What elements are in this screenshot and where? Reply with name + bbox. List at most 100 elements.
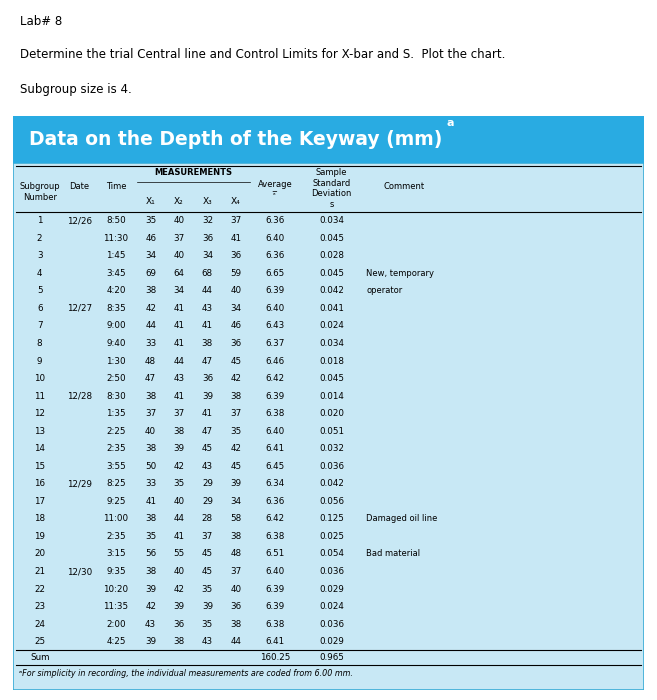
Text: 0.034: 0.034 — [319, 216, 344, 225]
Text: 45: 45 — [230, 356, 241, 365]
Text: X₁: X₁ — [146, 197, 156, 206]
Text: 43: 43 — [202, 637, 213, 646]
Text: 39: 39 — [173, 602, 185, 611]
Text: 38: 38 — [145, 444, 156, 453]
FancyBboxPatch shape — [13, 163, 644, 690]
Text: New, temporary: New, temporary — [367, 269, 434, 278]
Text: 37: 37 — [230, 410, 241, 418]
Text: 45: 45 — [202, 567, 213, 576]
Text: 0.965: 0.965 — [319, 653, 344, 662]
Text: 12/28: 12/28 — [67, 391, 92, 400]
Text: 4:20: 4:20 — [106, 286, 125, 295]
Text: 10: 10 — [34, 374, 45, 383]
Text: 69: 69 — [145, 269, 156, 278]
Text: 35: 35 — [145, 216, 156, 225]
Text: 47: 47 — [202, 427, 213, 435]
Text: 23: 23 — [34, 602, 45, 611]
Text: 2:25: 2:25 — [106, 427, 125, 435]
Text: 9:40: 9:40 — [106, 339, 125, 348]
Text: 16: 16 — [34, 480, 45, 489]
Text: 58: 58 — [230, 514, 241, 524]
Text: 6.40: 6.40 — [265, 304, 284, 313]
Text: 0.018: 0.018 — [319, 356, 344, 365]
Text: 6.40: 6.40 — [265, 567, 284, 576]
Text: 0.029: 0.029 — [319, 637, 344, 646]
Text: 11: 11 — [34, 391, 45, 400]
Text: 40: 40 — [173, 251, 185, 260]
Text: operator: operator — [367, 286, 403, 295]
Text: 6.36: 6.36 — [265, 251, 284, 260]
Text: 36: 36 — [230, 339, 241, 348]
Text: 35: 35 — [173, 480, 185, 489]
Text: 2:35: 2:35 — [106, 532, 125, 541]
Text: 7: 7 — [37, 321, 43, 330]
Text: 4:25: 4:25 — [106, 637, 125, 646]
Text: 10:20: 10:20 — [103, 584, 129, 594]
Text: 18: 18 — [34, 514, 45, 524]
Text: 33: 33 — [145, 480, 156, 489]
Text: 6.38: 6.38 — [265, 620, 284, 629]
Text: 8:30: 8:30 — [106, 391, 126, 400]
Text: 3:45: 3:45 — [106, 269, 125, 278]
Text: 39: 39 — [202, 391, 213, 400]
Text: 0.024: 0.024 — [319, 602, 344, 611]
Text: 0.024: 0.024 — [319, 321, 344, 330]
Text: 0.045: 0.045 — [319, 269, 344, 278]
Text: 3:55: 3:55 — [106, 462, 126, 471]
Text: 35: 35 — [145, 532, 156, 541]
Text: 6: 6 — [37, 304, 43, 313]
Text: 38: 38 — [145, 286, 156, 295]
Text: 39: 39 — [173, 444, 185, 453]
Text: 36: 36 — [202, 374, 213, 383]
Text: 6.38: 6.38 — [265, 410, 284, 418]
Text: 39: 39 — [145, 637, 156, 646]
Text: Lab# 8: Lab# 8 — [20, 15, 62, 28]
Text: Date: Date — [69, 181, 89, 190]
Text: 12/26: 12/26 — [67, 216, 92, 225]
Text: 14: 14 — [34, 444, 45, 453]
Text: 42: 42 — [231, 444, 241, 453]
Text: 29: 29 — [202, 497, 213, 506]
Text: a: a — [447, 118, 454, 128]
Text: 2:50: 2:50 — [106, 374, 125, 383]
Text: 2:00: 2:00 — [106, 620, 125, 629]
Text: 0.042: 0.042 — [319, 480, 344, 489]
Text: 6.40: 6.40 — [265, 427, 284, 435]
Text: 25: 25 — [34, 637, 45, 646]
Text: 38: 38 — [230, 391, 241, 400]
Text: 38: 38 — [173, 427, 185, 435]
Text: 43: 43 — [145, 620, 156, 629]
Text: 0.045: 0.045 — [319, 374, 344, 383]
Text: 34: 34 — [202, 251, 213, 260]
Text: 33: 33 — [145, 339, 156, 348]
Text: 41: 41 — [173, 321, 185, 330]
Text: Average
ᵋ̅: Average ᵋ̅ — [258, 181, 292, 199]
Text: Time: Time — [106, 181, 126, 190]
Text: 39: 39 — [145, 584, 156, 594]
Text: 37: 37 — [230, 567, 241, 576]
Text: 0.041: 0.041 — [319, 304, 344, 313]
Text: 6.41: 6.41 — [265, 637, 284, 646]
Text: 40: 40 — [145, 427, 156, 435]
Text: 0.029: 0.029 — [319, 584, 344, 594]
Text: 29: 29 — [202, 480, 213, 489]
Text: 44: 44 — [173, 356, 185, 365]
Text: Sum: Sum — [30, 653, 49, 662]
Text: 12/29: 12/29 — [67, 480, 92, 489]
Text: 47: 47 — [202, 356, 213, 365]
Text: 6.51: 6.51 — [265, 550, 284, 559]
Text: 0.045: 0.045 — [319, 234, 344, 243]
Text: 44: 44 — [145, 321, 156, 330]
Text: 6.34: 6.34 — [265, 480, 284, 489]
Text: 35: 35 — [230, 427, 241, 435]
Text: 32: 32 — [202, 216, 213, 225]
Text: 40: 40 — [173, 497, 185, 506]
Text: 38: 38 — [145, 391, 156, 400]
Text: 0.042: 0.042 — [319, 286, 344, 295]
Text: Determine the trial Central line and Control Limits for X-bar and S.  Plot the c: Determine the trial Central line and Con… — [20, 48, 505, 61]
Text: 8:35: 8:35 — [106, 304, 126, 313]
Text: 40: 40 — [173, 567, 185, 576]
Text: X₂: X₂ — [174, 197, 184, 206]
Text: 36: 36 — [173, 620, 185, 629]
Text: 2:35: 2:35 — [106, 444, 125, 453]
